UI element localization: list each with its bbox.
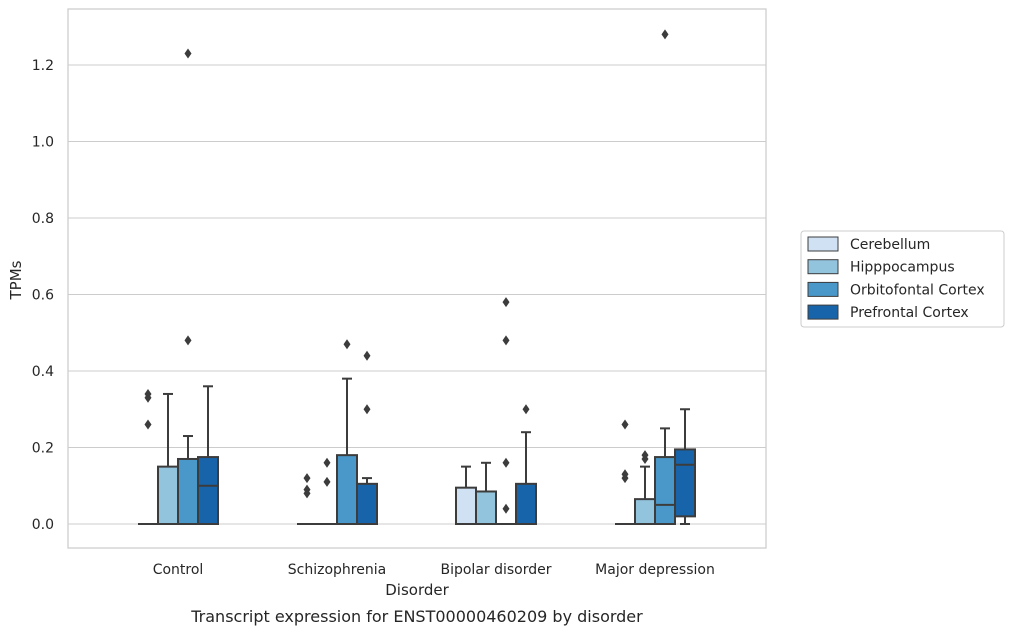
outlier-point [323,476,331,487]
y-tick-label: 1.2 [32,58,54,74]
outlier-point [641,450,649,461]
box-orbitofontal-cortex [336,339,358,525]
box-body [157,465,179,525]
y-tick-label: 1.0 [32,135,54,151]
outlier-point [363,404,371,415]
y-tick-label: 0.0 [32,517,54,533]
box-cerebellum [615,419,635,525]
outlier-point [144,419,152,430]
outlier-point [303,484,311,495]
outlier-point [621,419,629,430]
plot-area [138,29,696,526]
y-axis-ticks: 0.0 0.2 0.4 0.6 0.8 1.0 1.2 [32,58,54,533]
plot-frame [67,8,767,549]
box-body [356,482,378,525]
outlier-point [343,339,351,350]
box-prefrontal-cortex [674,408,696,525]
box-body [177,457,199,526]
outlier-point [363,350,371,361]
box-orbitofontal-cortex [654,29,676,525]
gridlines [68,64,766,525]
legend-swatch [807,259,839,275]
x-tick-label: Schizophrenia [288,562,386,578]
outlier-point [323,457,331,468]
outlier-point [502,297,510,308]
outlier-point [502,335,510,346]
legend-swatch [807,236,839,252]
legend-box [800,230,1005,328]
box-prefrontal-cortex [197,385,219,525]
x-tick-label: Control [153,562,204,578]
box-body [654,456,676,525]
legend-label: Prefrontal Cortex [850,305,969,321]
legend-label: Orbitofontal Cortex [850,282,985,298]
box-body [634,498,656,526]
box-body [674,448,696,518]
outlier-point [144,388,152,399]
x-axis-ticks: Control Schizophrenia Bipolar disorder Majo… [153,562,715,578]
box-body [197,456,219,525]
legend-swatch [807,281,839,297]
outlier-point [184,48,192,59]
legend-label: Hipppocampus [850,260,955,276]
x-tick-label: Major depression [595,562,715,578]
outlier-point [661,29,669,40]
box-body [475,490,497,525]
box-hipppocampus [475,461,497,525]
box-body [455,486,477,526]
box-orbitofontal-cortex [177,48,199,526]
box-prefrontal-cortex [356,350,378,525]
y-tick-label: 0.6 [32,288,54,304]
x-axis-label: Disorder [385,581,449,599]
box-orbitofontal-cortex [496,297,516,525]
box-cerebellum [138,388,158,525]
outlier-point [621,469,629,480]
x-tick-label: Bipolar disorder [440,562,551,578]
box-body [336,454,358,525]
outlier-point [303,473,311,484]
box-hipppocampus [157,392,179,525]
box-prefrontal-cortex [515,404,537,525]
y-tick-label: 0.2 [32,441,54,457]
legend-label: Cerebellum [850,237,930,253]
outlier-point [184,335,192,346]
box-hipppocampus [317,457,337,525]
y-tick-label: 0.8 [32,211,54,227]
box-hipppocampus [634,450,656,526]
legend-swatch [807,304,839,320]
legend: Cerebellum Hipppocampus Orbitofontal Corte… [800,230,1005,328]
chart-caption: Transcript expression for ENST0000046020… [190,607,643,626]
outlier-point [522,404,530,415]
box-cerebellum [455,465,477,526]
box-body [515,482,537,525]
y-tick-label: 0.4 [32,364,54,380]
y-axis-label: TPMs [7,260,25,300]
outlier-point [502,457,510,468]
box-cerebellum [297,473,317,525]
outlier-point [502,503,510,514]
